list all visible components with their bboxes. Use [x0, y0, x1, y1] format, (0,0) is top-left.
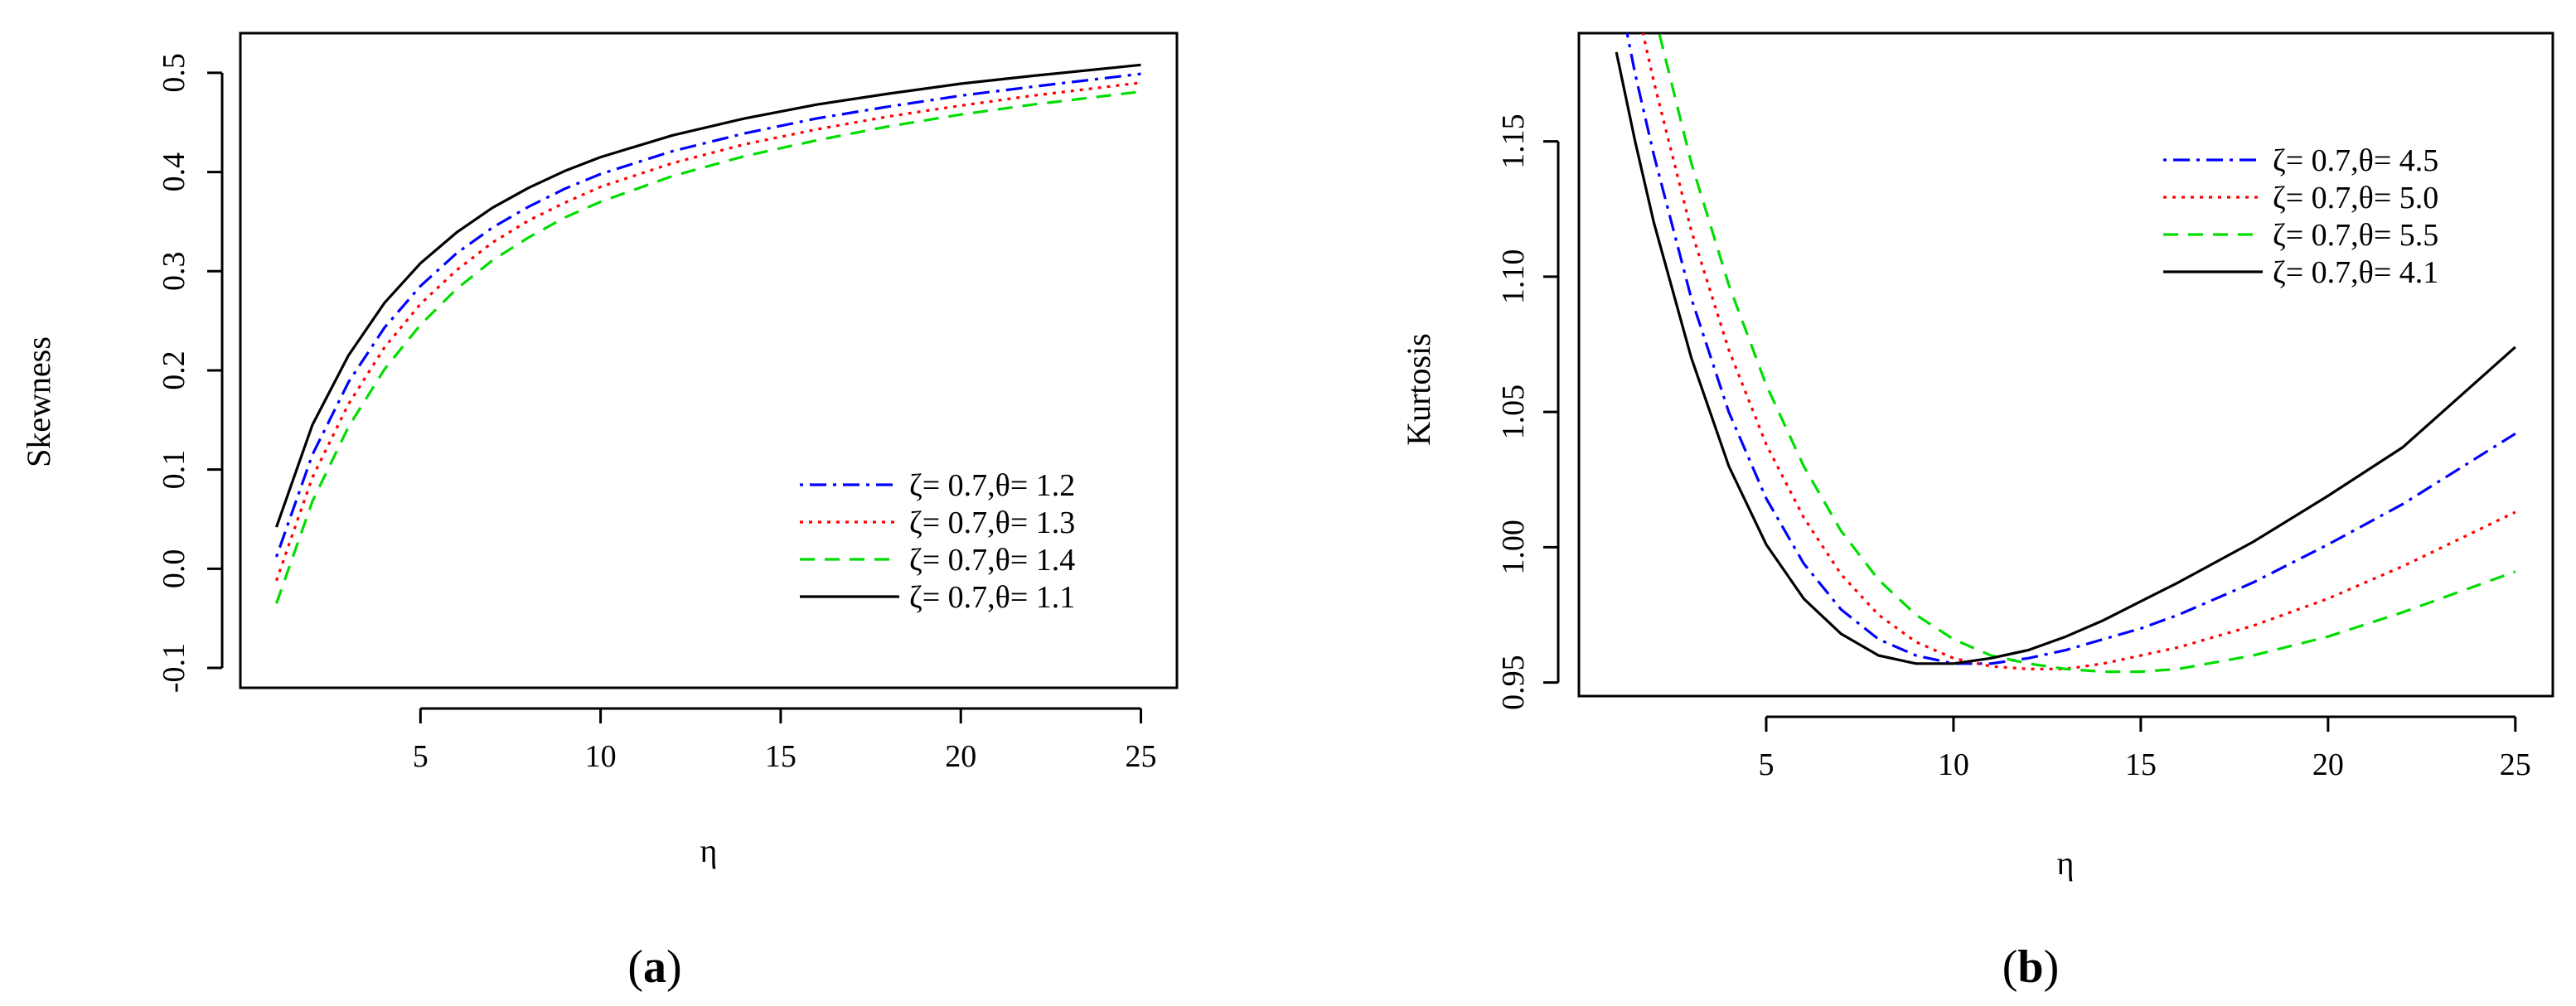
x-tick-label: 5 — [413, 739, 429, 774]
y-tick-label: 0.0 — [157, 549, 191, 589]
x-tick-label: 25 — [2500, 747, 2531, 782]
legend: ζ= 0.7,θ= 1.2ζ= 0.7,θ= 1.3ζ= 0.7,θ= 1.4ζ… — [800, 468, 1075, 615]
y-tick-label: 1.10 — [1496, 249, 1531, 305]
x-tick-label: 25 — [1126, 739, 1157, 774]
y-tick-label: 0.4 — [157, 152, 191, 192]
legend: ζ= 0.7,θ= 4.5ζ= 0.7,θ= 5.0ζ= 0.7,θ= 5.5ζ… — [2163, 143, 2438, 290]
y-tick-label: 1.05 — [1496, 385, 1531, 439]
y-tick-label: 0.1 — [157, 450, 191, 490]
x-tick-label: 20 — [945, 739, 976, 774]
legend-label: ζ= 0.7,θ= 5.0 — [2273, 181, 2438, 215]
x-tick-label: 15 — [765, 739, 797, 774]
y-axis-label: Kurtosis — [1400, 333, 1437, 446]
series-line — [274, 63, 1141, 528]
legend-label: ζ= 0.7,θ= 4.5 — [2273, 143, 2438, 178]
y-axis-label: Skewness — [20, 336, 57, 467]
x-tick-label: 15 — [2125, 747, 2157, 782]
x-axis-label: η — [700, 832, 718, 869]
legend-label: ζ= 0.7,θ= 5.5 — [2273, 218, 2438, 253]
panel-b-kurtosis-chart: 5 10 15 20 25 0.95 1.00 1.05 1.10 1.15 ζ= 0.7,θ= … — [1400, 31, 2554, 993]
y-tick-label: 0.2 — [157, 351, 191, 390]
x-axis-label: η — [2057, 844, 2075, 882]
axis-ticks: 5 10 15 20 25 -0.1 0.0 0.1 0.2 0.3 0.4 0.5 — [157, 53, 1157, 774]
plot-frame — [239, 31, 1179, 689]
series-line — [1641, 33, 2516, 670]
series-line — [1658, 33, 2516, 674]
x-tick-label: 5 — [1758, 747, 1774, 782]
x-tick-label: 20 — [2312, 747, 2344, 782]
y-tick-label: 0.95 — [1496, 655, 1531, 710]
series-lines — [274, 63, 1141, 604]
y-tick-label: -0.1 — [157, 643, 191, 693]
panel-label-a: (a) — [627, 941, 681, 993]
legend-label: ζ= 0.7,θ= 1.3 — [909, 505, 1075, 540]
legend-label: ζ= 0.7,θ= 4.1 — [2273, 255, 2438, 290]
series-line — [1625, 33, 2516, 665]
series-line — [274, 90, 1141, 604]
legend-label: ζ= 0.7,θ= 1.4 — [909, 543, 1075, 578]
axis-ticks: 5 10 15 20 25 0.95 1.00 1.05 1.10 1.15 — [1496, 114, 2531, 782]
panel-label-b: (b) — [2002, 941, 2059, 993]
legend-label: ζ= 0.7,θ= 1.2 — [909, 468, 1075, 503]
plot-frame — [1577, 31, 2554, 698]
x-tick-label: 10 — [1938, 747, 1969, 782]
series-line — [1615, 51, 2516, 665]
y-tick-label: 1.15 — [1496, 114, 1531, 169]
y-tick-label: 0.5 — [157, 53, 191, 93]
x-tick-label: 10 — [585, 739, 617, 774]
y-tick-label: 1.00 — [1496, 520, 1531, 575]
series-line — [274, 72, 1141, 558]
y-tick-label: 0.3 — [157, 252, 191, 292]
series-lines — [1615, 33, 2516, 674]
legend-label: ζ= 0.7,θ= 1.1 — [909, 580, 1075, 615]
panel-a-skewness-chart: 5 10 15 20 25 -0.1 0.0 0.1 0.2 0.3 0.4 0.5 ζ= 0.7,θ… — [20, 31, 1179, 993]
